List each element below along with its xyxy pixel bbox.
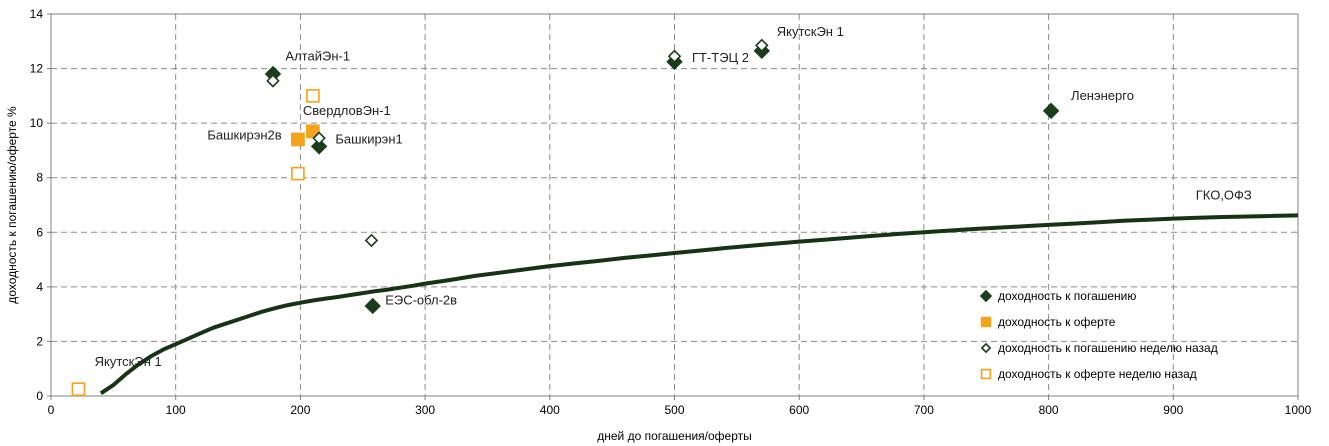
point-label: ЯкутскЭн 1 [95,354,162,369]
y-tick-label: 10 [30,116,44,130]
marker-diamond-filled [310,138,328,155]
point-label: Ленэнерго [1071,88,1134,103]
marker-square-filled [291,132,305,147]
marker-diamond-open [755,38,769,53]
grid-lines [51,14,1298,396]
x-tick-label: 400 [540,403,560,417]
x-axis-ticks: 0 100 200 300 400 500 600 700 800 900 1000 [48,396,1312,417]
series-markers [71,38,1060,396]
legend-label: доходность к оферте [998,315,1116,329]
y-tick-label: 6 [36,225,43,239]
legend: доходность к погашению доходность к оферт… [979,289,1218,381]
legend-label: доходность к погашению неделю назад [998,341,1218,355]
legend-marker [980,316,992,328]
x-tick-label: 700 [914,403,934,417]
y-tick-label: 12 [30,62,44,76]
point-label: СвердловЭн-1 [303,103,391,118]
point-label: Башкирэн2в [207,128,281,143]
y-tick-label: 14 [30,7,44,21]
y-tick-label: 8 [36,171,43,185]
marker-square-open [291,166,305,181]
x-axis-title: дней до погашения/оферты [597,429,752,443]
marker-diamond-open [667,49,682,64]
point-labels: АлтайЭн-1 СвердловЭн-1 Башкирэн2в Башкирэн1… [95,24,1252,369]
legend-marker [979,289,993,303]
legend-marker [980,342,992,354]
y-tick-label: 4 [36,280,43,294]
marker-square-open [71,382,86,396]
y-tick-label: 2 [36,334,43,348]
y-tick-label: 0 [36,389,43,403]
point-label: АлтайЭн-1 [285,48,350,63]
curve-gko-ofz [99,213,1299,395]
point-label: ЯкутскЭн 1 [777,24,844,39]
marker-diamond-open [266,74,280,88]
marker-diamond-open [312,131,326,145]
point-label: ГКО,ОФЗ [1196,188,1252,203]
point-label: ГТ-ТЭЦ 2 [692,50,749,65]
x-tick-label: 900 [1163,403,1183,417]
legend-marker [980,368,992,380]
y-axis-title: доходность к погашению/оферте % [5,106,19,304]
point-label: Башкирэн1 [335,132,402,147]
x-tick-label: 300 [415,403,435,417]
x-tick-label: 800 [1039,403,1059,417]
legend-label: доходность к оферте неделю назад [998,367,1197,381]
point-label: ЕЭС-обл-2в [385,293,457,308]
x-tick-label: 0 [48,403,55,417]
x-tick-label: 600 [789,403,809,417]
y-axis-ticks: 0 2 4 6 8 10 12 14 [30,7,51,403]
marker-diamond-open [364,233,379,248]
x-tick-label: 200 [290,403,310,417]
x-tick-label: 500 [664,403,684,417]
marker-diamond-filled [364,297,381,315]
marker-square-open [306,89,320,103]
marker-diamond-filled [1042,102,1060,120]
x-tick-label: 1000 [1285,403,1312,417]
legend-label: доходность к погашению [998,289,1136,303]
x-tick-label: 100 [166,403,186,417]
